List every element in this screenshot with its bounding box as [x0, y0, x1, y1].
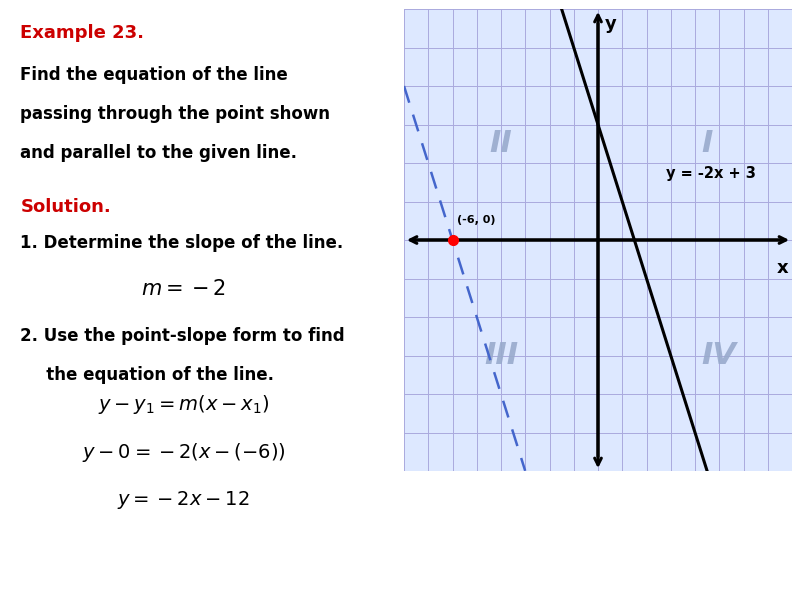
Text: Find the equation of the line: Find the equation of the line — [21, 66, 288, 84]
Text: Solution.: Solution. — [21, 198, 111, 216]
Text: $y = -2x - 12$: $y = -2x - 12$ — [118, 489, 250, 511]
Text: y = -2x + 3: y = -2x + 3 — [666, 166, 756, 181]
Text: 2. Use the point-slope form to find: 2. Use the point-slope form to find — [21, 327, 345, 345]
Text: (-6, 0): (-6, 0) — [458, 215, 496, 224]
Text: $y - 0 = -2(x - (-6))$: $y - 0 = -2(x - (-6))$ — [82, 441, 286, 464]
Text: Example 23.: Example 23. — [21, 24, 145, 42]
Text: III: III — [484, 341, 518, 370]
Text: 1. Determine the slope of the line.: 1. Determine the slope of the line. — [21, 234, 344, 252]
Text: IV: IV — [702, 341, 737, 370]
Text: x: x — [777, 259, 788, 277]
Text: $y - y_1 = m(x - x_1)$: $y - y_1 = m(x - x_1)$ — [98, 393, 270, 416]
Text: y: y — [606, 15, 617, 33]
Text: I: I — [702, 129, 713, 158]
Text: passing through the point shown: passing through the point shown — [21, 105, 330, 123]
Text: II: II — [490, 129, 512, 158]
Text: and parallel to the given line.: and parallel to the given line. — [21, 144, 298, 162]
Text: the equation of the line.: the equation of the line. — [29, 366, 274, 384]
Text: $m = -2$: $m = -2$ — [142, 279, 226, 299]
